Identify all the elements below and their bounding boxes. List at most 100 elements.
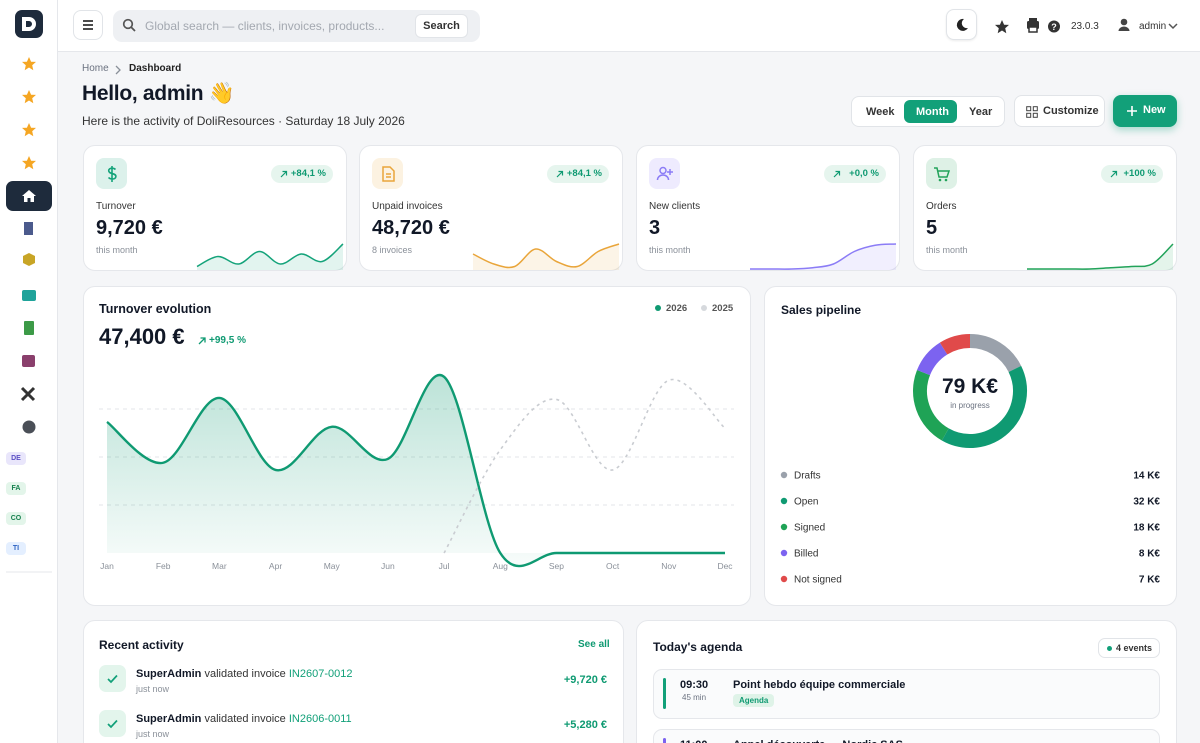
kpi-change-text: +0,0 % [849,168,879,179]
check-icon [107,674,118,684]
activity-text: SuperAdmin validated invoice IN2606-0011 [136,713,352,725]
agenda-event-title: Appel découverte — Nordic SAS [733,739,903,743]
badge-dot [1107,646,1112,651]
search-icon [122,18,136,32]
kpi-label: Unpaid invoices [372,201,443,212]
chart-title: Sales pipeline [781,303,862,317]
svg-text:?: ? [1051,22,1057,32]
print-icon[interactable] [1027,18,1039,33]
kpi-note: this month [926,245,968,255]
chart-total: 47,400 € [99,324,185,349]
agenda-nav[interactable] [22,355,35,367]
logo[interactable] [15,10,43,38]
period-active[interactable] [904,100,957,123]
kpi-icon [96,158,127,189]
moon-icon [956,18,968,31]
theme-toggle[interactable] [946,9,977,40]
agenda-time: 11:00 [680,739,708,743]
see-all-link[interactable]: See all [578,639,610,650]
kpi-icon-glyph [107,166,117,182]
events-badge: 4 events [1098,638,1160,658]
kpi-note: this month [96,245,138,255]
favorite-icon[interactable] [22,57,36,71]
up-arrow [280,170,288,178]
topbar-icons: ? [995,18,1178,34]
kpi-icon-glyph [382,166,395,182]
agenda-event-title: Point hebdo équipe commerciale [733,679,906,691]
kpi-icon-glyph [656,166,673,181]
activity-ref[interactable]: IN2606-0011 [288,713,352,725]
pipeline-card [764,286,1177,606]
projects-nav[interactable] [22,290,36,301]
activity-action: validated invoice [204,713,286,725]
up-arrow [1110,170,1118,178]
favorite-icon[interactable] [22,90,36,104]
agenda-bar [663,738,666,743]
period-option[interactable]: Week [866,106,895,118]
new-label: New [1143,104,1166,116]
search-button[interactable]: Search [415,14,468,38]
nav-badge[interactable]: DE [11,455,21,462]
customize-label: Customize [1043,105,1099,117]
kpi-value: 3 [649,217,661,239]
nav-badge[interactable]: CO [10,515,22,522]
activity-time: just now [136,729,170,739]
agenda-time: 09:30 [680,679,709,691]
activity-user: SuperAdmin [136,668,202,680]
new-button[interactable]: New [1113,95,1177,127]
version: 23.0.3 [1071,21,1099,32]
user-icon[interactable] [1118,18,1130,31]
agenda-duration: 45 min [682,693,707,702]
activity-user: SuperAdmin [136,713,202,725]
activity-action: validated invoice [204,668,286,680]
help-icon[interactable]: ? [1048,20,1060,33]
kpi-value: 5 [926,217,938,239]
chart-title: Turnover evolution [99,302,212,316]
kpi-label: New clients [649,201,701,212]
up-arrow [833,170,841,178]
plus-icon [1127,106,1137,116]
favorites-icon[interactable] [995,20,1009,34]
kpi-label: Turnover [96,201,136,212]
breadcrumb-separator [115,65,121,75]
menu-button[interactable] [73,10,103,40]
sidebar-icons [6,10,52,573]
period-option[interactable]: Month [916,106,949,118]
products-nav[interactable] [23,253,35,266]
kpi-change: +84,1 % [547,165,609,183]
breadcrumb-current: Dashboard [129,63,182,74]
activity-icon [99,710,126,737]
kpi-icon [926,158,957,189]
nav-badge[interactable]: TI [12,545,20,552]
agenda-item[interactable] [653,669,1160,719]
favorite-icon[interactable] [22,123,36,137]
check-icon [107,719,118,729]
greeting: Hello, admin 👋 [82,82,235,105]
kpi-change: +100 % [1101,165,1163,183]
kpi-value: 9,720 € [96,217,163,239]
kpi-value: 48,720 € [372,217,450,239]
period-option[interactable]: Year [969,106,993,118]
up-arrow [198,337,206,345]
nav-badge[interactable]: FA [11,485,21,492]
billing-nav[interactable] [24,321,34,335]
kpi-note: this month [649,245,691,255]
activity-amount: +9,720 € [563,674,607,686]
activity-title: Recent activity [99,638,184,652]
activity-card [83,620,624,743]
menu-icon [83,20,93,30]
kpi-note: 8 invoices [372,245,413,255]
other-nav[interactable] [22,420,36,434]
breadcrumb-link[interactable]: Home [82,63,109,74]
customize-button[interactable]: Customize [1014,95,1105,127]
tools-nav[interactable] [20,386,36,402]
agenda-item[interactable] [653,729,1160,743]
activity-ref[interactable]: IN2607-0012 [288,668,353,680]
user-name[interactable]: admin [1139,21,1167,32]
user-menu-chevron[interactable] [1168,23,1178,30]
favorite-icon[interactable] [22,156,36,170]
grid-icon [1026,106,1038,118]
companies-nav[interactable] [24,222,33,235]
activity-icon [99,665,126,692]
